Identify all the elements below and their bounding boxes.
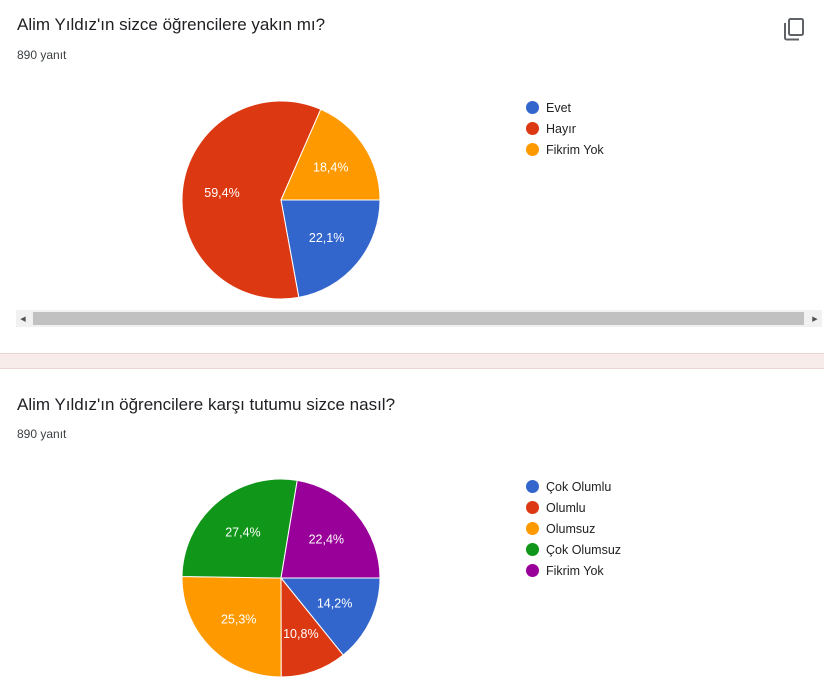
legend-swatch: [526, 480, 539, 493]
slice-label-fikrim-yok: 22,4%: [309, 533, 344, 547]
legend-item-fikrim-yok[interactable]: Fikrim Yok: [526, 560, 621, 581]
legend-swatch: [526, 101, 539, 114]
pie-slice-evet[interactable]: [280, 199, 381, 298]
legend-item-olumlu[interactable]: Olumlu: [526, 497, 621, 518]
legend-label: Evet: [546, 100, 572, 115]
legend-item-olumsuz[interactable]: Olumsuz: [526, 518, 621, 539]
scroll-left-arrow-icon[interactable]: ◀: [20, 315, 26, 323]
pie-slice-ok-olumlu[interactable]: [279, 577, 381, 656]
pie-slice-hay-r[interactable]: [181, 100, 322, 300]
response-count: 890 yanıt: [17, 427, 67, 441]
question-title: Alim Yıldız'ın sizce öğrencilere yakın m…: [17, 15, 326, 34]
pie-slice-ok-olumsuz[interactable]: [181, 478, 298, 579]
chart-legend: Evet Hayır Fikrim Yok: [526, 97, 604, 160]
section-divider: [0, 353, 824, 369]
slice-label-ok-olumlu: 14,2%: [317, 597, 352, 611]
legend-label: Çok Olumlu: [546, 479, 612, 494]
legend-label: Olumlu: [546, 500, 586, 515]
legend-label: Fikrim Yok: [546, 142, 604, 157]
legend-swatch: [526, 564, 539, 577]
slice-label-evet: 22,1%: [309, 231, 344, 245]
legend-label: Fikrim Yok: [546, 563, 604, 578]
legend-item-ok-olumsuz[interactable]: Çok Olumsuz: [526, 539, 621, 560]
pie-chart: 14,2% 10,8% 25,3% 27,4% 22,4%: [181, 478, 381, 678]
pie-slice-olumlu[interactable]: [280, 576, 344, 678]
legend-item-evet[interactable]: Evet: [526, 97, 604, 118]
legend-swatch: [526, 143, 539, 156]
slice-label-olumsuz: 25,3%: [221, 613, 256, 627]
question-card-2: Alim Yıldız'ın öğrencilere karşı tutumu …: [0, 369, 824, 687]
chart-legend: Çok Olumlu Olumlu Olumsuz Çok Olumsuz Fikrim…: [526, 476, 621, 581]
response-count: 890 yanıt: [17, 48, 67, 62]
horizontal-scrollbar[interactable]: ◀ ▶: [16, 310, 822, 327]
legend-label: Olumsuz: [546, 521, 596, 536]
scroll-right-arrow-icon[interactable]: ▶: [812, 315, 818, 323]
scroll-thumb[interactable]: [33, 312, 804, 325]
slice-label-fikrim-yok: 18,4%: [313, 161, 348, 175]
legend-swatch: [526, 522, 539, 535]
slice-label-olumlu: 10,8%: [283, 627, 318, 641]
legend-swatch: [526, 122, 539, 135]
legend-swatch: [526, 501, 539, 514]
pie-chart: 22,1% 59,4% 18,4%: [181, 100, 381, 300]
legend-item-ok-olumlu[interactable]: Çok Olumlu: [526, 476, 621, 497]
question-title: Alim Yıldız'ın öğrencilere karşı tutumu …: [17, 395, 396, 414]
pie-slice-fikrim-yok[interactable]: [280, 108, 381, 201]
slice-label-hay-r: 59,4%: [204, 186, 239, 200]
slice-label-ok-olumsuz: 27,4%: [225, 525, 260, 539]
legend-label: Hayır: [546, 121, 576, 136]
legend-item-fikrim-yok[interactable]: Fikrim Yok: [526, 139, 604, 160]
pie-slice-fikrim-yok[interactable]: [280, 479, 381, 579]
copy-icon[interactable]: [782, 16, 808, 42]
pie-slice-olumsuz[interactable]: [181, 575, 282, 678]
legend-label: Çok Olumsuz: [546, 542, 622, 557]
question-card-1: Alim Yıldız'ın sizce öğrencilere yakın m…: [16, 15, 822, 327]
legend-swatch: [526, 543, 539, 556]
legend-item-hay-r[interactable]: Hayır: [526, 118, 604, 139]
